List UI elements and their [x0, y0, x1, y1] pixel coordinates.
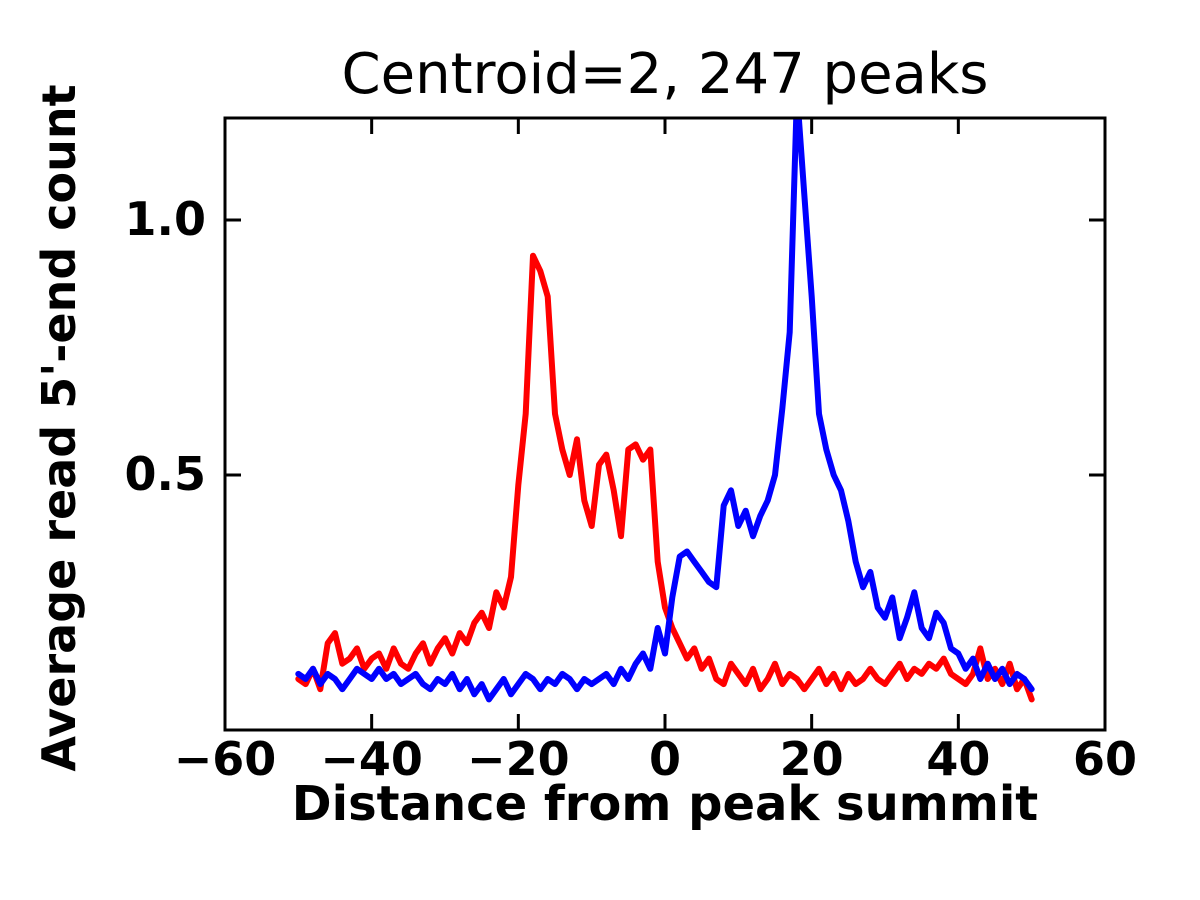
x-axis-label: Distance from peak summit: [291, 776, 1039, 832]
y-tick-label: 0.5: [124, 447, 207, 501]
series-line-red: [295, 252, 1035, 703]
chart-title: Centroid=2, 247 peaks: [341, 42, 989, 107]
x-tick-label: 0: [648, 732, 682, 786]
x-tick-label: −40: [320, 732, 423, 786]
x-tick-label: 20: [779, 732, 844, 786]
x-tick-label: 40: [926, 732, 991, 786]
axes-frame: [223, 116, 1107, 732]
x-tick-label: −60: [173, 732, 277, 786]
x-tick-label: 60: [1072, 732, 1138, 786]
y-tick-label: 1.0: [124, 192, 207, 246]
x-tick-label: −20: [467, 732, 570, 786]
series-line-blue: [295, 118, 1035, 703]
